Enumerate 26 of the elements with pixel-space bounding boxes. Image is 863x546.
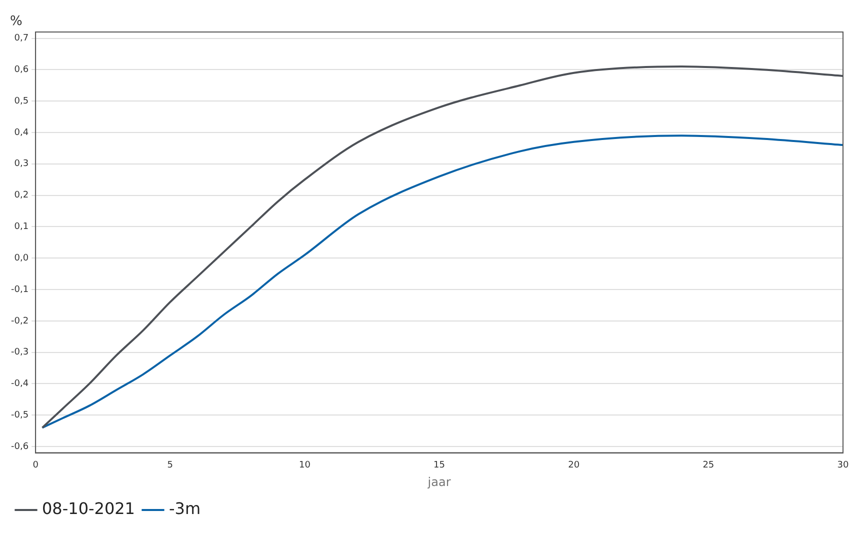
y-tick-label: -0,1 [11, 284, 29, 295]
y-tick-label: -0,4 [11, 379, 29, 390]
legend-label: -3m [168, 499, 201, 518]
line-series [41, 134, 843, 429]
legend-label: 08-10-2021 [42, 499, 135, 518]
x-tick-label: 15 [434, 460, 446, 471]
x-tick-label: 5 [167, 460, 173, 471]
y-tick-label: 0,4 [14, 128, 29, 138]
y-axis-title: % [10, 14, 22, 29]
y-tick-label: 0,2 [14, 190, 29, 201]
x-tick-label: 20 [568, 460, 580, 471]
x-tick-label: 25 [702, 460, 714, 471]
x-axis-title: jaar [426, 474, 451, 489]
y-tick-label: 0,5 [14, 96, 29, 106]
y-tick-label: 0,1 [14, 222, 29, 232]
x-tick-label: 0 [32, 460, 39, 471]
y-tick-label: 0,6 [14, 65, 29, 76]
y-tick-label: 0,3 [14, 159, 29, 170]
y-tick-label: -0,3 [11, 348, 29, 358]
x-tick-label: 10 [298, 460, 311, 471]
y-tick-label: -0,2 [11, 316, 29, 326]
y-tick-label: 0,0 [14, 253, 29, 264]
x-tick-label: 30 [837, 460, 849, 471]
y-tick-label: 0,7 [14, 34, 29, 44]
y-tick-label: -0,5 [11, 410, 29, 420]
y-tick-label: -0,6 [11, 442, 29, 452]
